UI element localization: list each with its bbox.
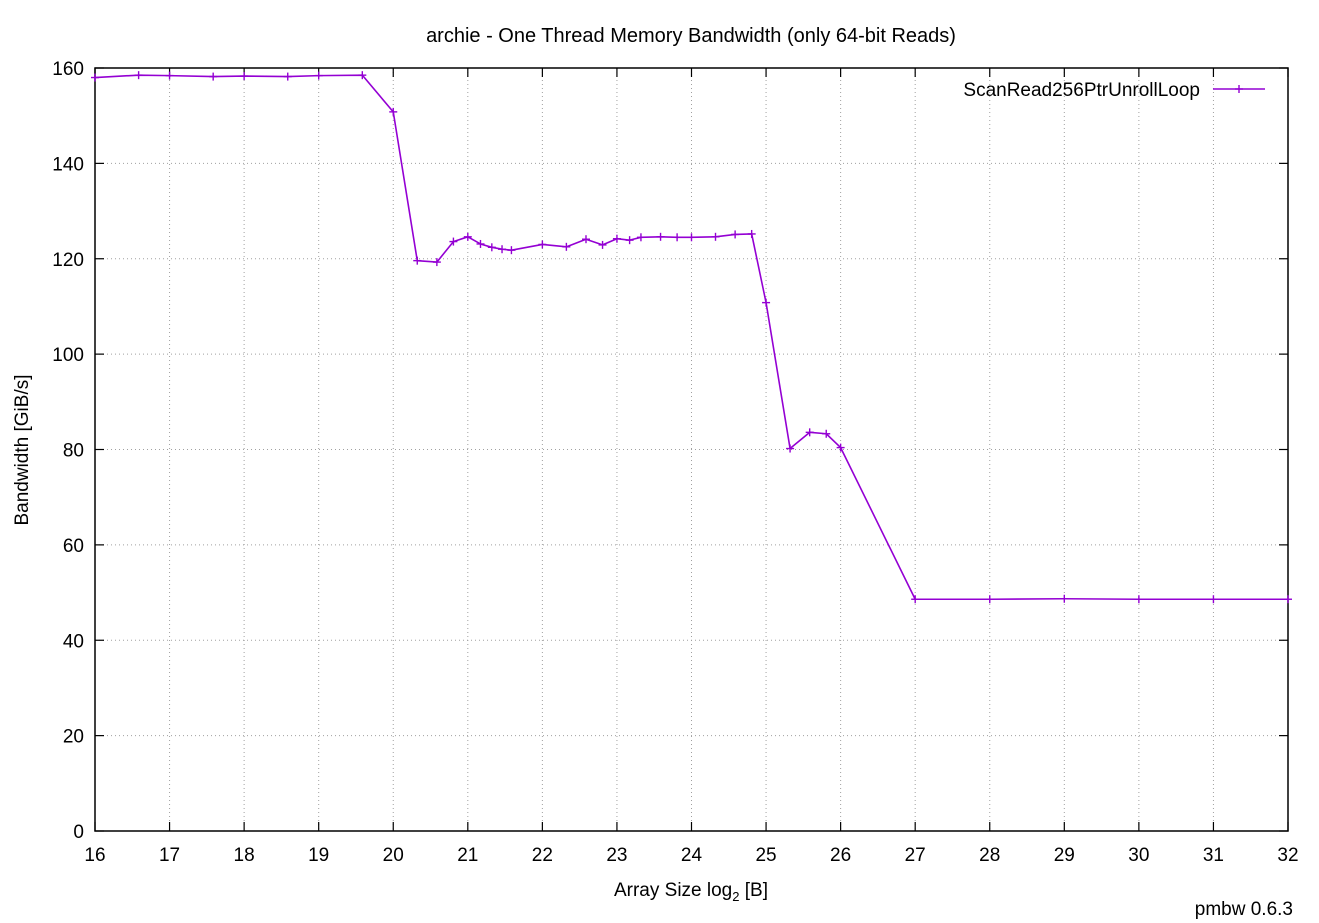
data-point-marker	[463, 232, 472, 241]
data-point-marker	[1134, 595, 1143, 604]
x-tick-label: 32	[1277, 845, 1298, 866]
y-tick-label: 60	[63, 536, 84, 557]
y-tick-label: 120	[52, 250, 84, 271]
y-tick-labels: 0 20 40 60 80 100 120 140 160	[52, 59, 84, 843]
data-point-marker	[985, 595, 994, 604]
data-point-marker	[911, 595, 920, 604]
data-point-marker	[581, 235, 590, 244]
y-tick-label: 20	[63, 727, 84, 748]
data-point-marker	[673, 233, 682, 242]
data-point-marker	[636, 233, 645, 242]
data-point-marker	[836, 443, 845, 452]
x-tick-label: 28	[979, 845, 1000, 866]
x-tick-label: 26	[830, 845, 851, 866]
grid-lines	[95, 68, 1288, 831]
data-point-marker	[1060, 594, 1069, 603]
data-point-marker	[687, 233, 696, 242]
x-tick-label: 30	[1128, 845, 1149, 866]
data-point-marker	[786, 444, 795, 453]
x-tick-label: 19	[308, 845, 329, 866]
x-tick-label: 20	[383, 845, 404, 866]
x-tick-label: 18	[234, 845, 255, 866]
x-tick-label: 29	[1054, 845, 1075, 866]
data-point-marker	[240, 72, 249, 81]
y-tick-label: 80	[63, 441, 84, 462]
y-tick-label: 100	[52, 345, 84, 366]
data-point-marker	[625, 236, 634, 245]
x-tick-label: 25	[755, 845, 776, 866]
legend-label: ScanRead256PtrUnrollLoop	[963, 80, 1200, 101]
data-point-marker	[747, 229, 756, 238]
x-axis-label-main: Array Size log	[614, 880, 732, 901]
x-tick-labels: 16 17 18 19 20 21 22 23 24 25 26 27 28 29 30 31 32	[84, 845, 1298, 866]
data-point-marker	[612, 234, 621, 243]
data-point-marker	[209, 72, 218, 81]
data-point-marker	[711, 232, 720, 241]
x-tick-label: 23	[606, 845, 627, 866]
data-point-marker	[476, 239, 485, 248]
data-point-marker	[656, 232, 665, 241]
data-point-marker	[562, 242, 571, 251]
data-point-marker	[762, 298, 771, 307]
y-tick-label: 140	[52, 154, 84, 175]
chart-title: archie - One Thread Memory Bandwidth (on…	[426, 25, 956, 47]
data-point-marker	[1284, 595, 1292, 604]
data-point-marker	[314, 71, 323, 80]
data-point-marker	[358, 71, 367, 80]
x-tick-label: 24	[681, 845, 703, 866]
x-tick-label: 31	[1203, 845, 1224, 866]
plot-frame	[94, 67, 1289, 832]
data-point-marker	[498, 245, 507, 254]
x-axis-label-unit: [B]	[740, 880, 769, 901]
series-group	[91, 71, 1292, 604]
data-point-marker	[822, 429, 831, 438]
x-axis-label-subscript: 2	[732, 889, 739, 904]
data-point-marker	[538, 240, 547, 249]
x-tick-label: 21	[457, 845, 478, 866]
data-point-marker	[413, 256, 422, 265]
x-tick-label: 27	[905, 845, 926, 866]
data-point-marker	[283, 72, 292, 81]
legend-marker	[1235, 85, 1243, 93]
data-point-marker	[389, 107, 398, 116]
data-point-marker	[1209, 595, 1218, 604]
data-point-marker	[507, 246, 516, 255]
legend: ScanRead256PtrUnrollLoop	[963, 80, 1265, 101]
data-point-marker	[432, 258, 441, 267]
data-point-marker	[598, 240, 607, 249]
data-point-marker	[91, 73, 99, 82]
data-point-marker	[805, 428, 814, 437]
y-tick-label: 40	[63, 631, 84, 652]
y-tick-label: 160	[52, 59, 84, 80]
x-tick-label: 16	[84, 845, 105, 866]
x-tick-label: 22	[532, 845, 553, 866]
y-axis-label: Bandwidth [GiB/s]	[12, 374, 33, 525]
y-tick-label: 0	[73, 822, 84, 843]
data-point-marker	[731, 230, 740, 239]
data-point-marker	[134, 71, 143, 80]
data-point-marker	[487, 243, 496, 252]
x-axis-label: Array Size log2 [B]	[614, 880, 768, 904]
x-tick-label: 17	[159, 845, 180, 866]
data-point-marker	[165, 71, 174, 80]
footer-version: pmbw 0.6.3	[1195, 899, 1293, 920]
data-point-marker	[449, 237, 458, 246]
